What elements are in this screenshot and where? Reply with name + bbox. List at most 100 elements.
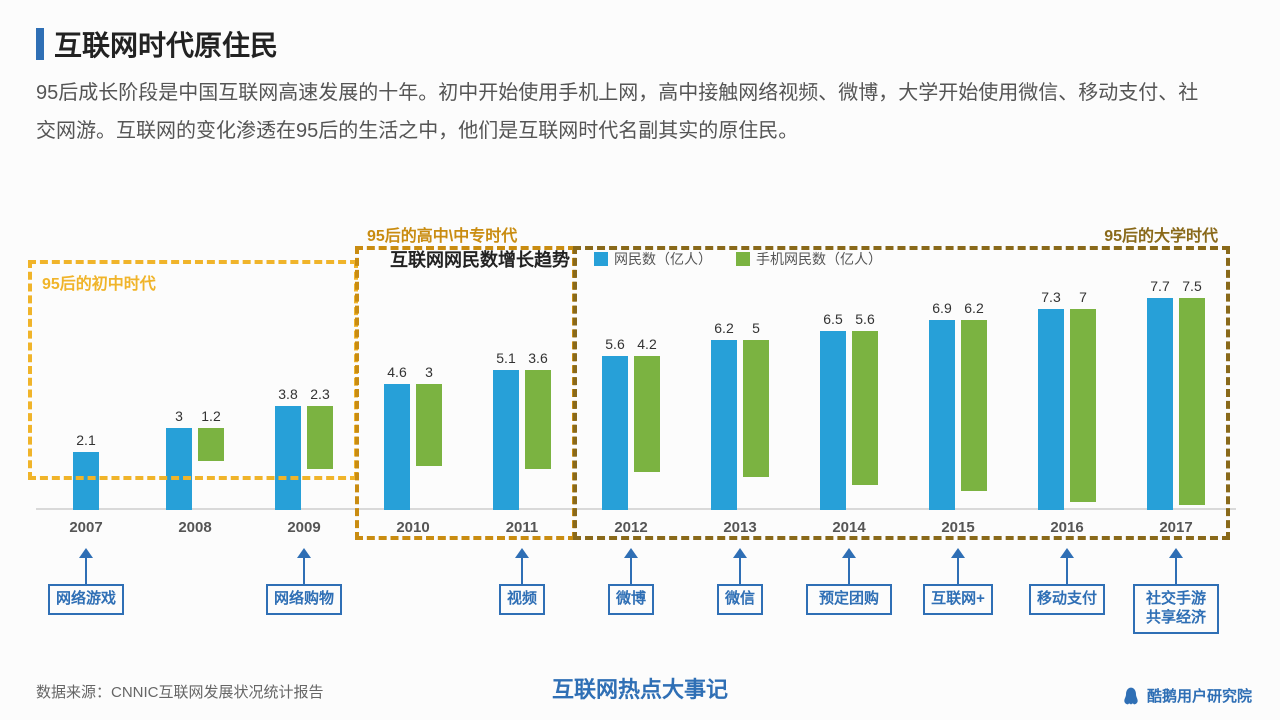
bar-group: 3.82.32009	[254, 406, 354, 511]
arrow-up-icon	[297, 548, 311, 558]
event-cell: 移动支付	[1017, 548, 1117, 615]
bar-group: 2.12007	[36, 452, 136, 510]
chart-plot-area: 2.1200731.220083.82.320094.6320105.13.62…	[36, 290, 1236, 510]
event-cell: 微博	[581, 548, 681, 615]
bar-value-label: 2.1	[76, 432, 95, 448]
bar-netizens: 3.8	[275, 406, 301, 511]
legend-mobile: 手机网民数（亿人）	[736, 249, 882, 269]
x-axis-label: 2007	[36, 519, 136, 536]
bar-group: 6.252013	[690, 340, 790, 511]
chart-title: 互联网网民数增长趋势	[390, 246, 570, 272]
bar-value-label: 4.6	[387, 364, 406, 380]
penguin-icon	[1121, 686, 1141, 706]
bar-group: 31.22008	[145, 428, 245, 511]
bar-mobile: 2.3	[307, 406, 333, 469]
bar-value-label: 5.6	[605, 336, 624, 352]
bar-value-label: 3.8	[278, 386, 297, 402]
event-cell: 社交手游共享经济	[1126, 548, 1226, 634]
event-badge: 预定团购	[806, 584, 892, 615]
arrow-up-icon	[951, 548, 965, 558]
bar-mobile: 1.2	[198, 428, 224, 461]
event-cell: 微信	[690, 548, 790, 615]
bar-mobile: 7.5	[1179, 298, 1205, 504]
bar-value-label: 1.2	[201, 408, 220, 424]
x-axis-label: 2014	[799, 519, 899, 536]
x-axis-label: 2017	[1126, 519, 1226, 536]
arrow-up-icon	[842, 548, 856, 558]
bar-value-label: 7.5	[1182, 278, 1201, 294]
bar-group: 6.55.62014	[799, 331, 899, 510]
bar-value-label: 5	[752, 320, 760, 336]
era-zone-label: 95后的大学时代	[1104, 222, 1218, 246]
bar-netizens: 3	[166, 428, 192, 511]
bar-value-label: 6.2	[964, 300, 983, 316]
page-description: 95后成长阶段是中国互联网高速发展的十年。初中开始使用手机上网，高中接触网络视频…	[36, 74, 1216, 150]
event-cell: 网络购物	[254, 548, 354, 615]
event-cell: 互联网+	[908, 548, 1008, 615]
arrow-line	[521, 558, 523, 584]
page-title: 互联网时代原住民	[54, 24, 278, 64]
event-cell: 视频	[472, 548, 572, 615]
bar-value-label: 4.2	[637, 336, 656, 352]
bar-netizens: 4.6	[384, 384, 410, 511]
event-badge: 网络购物	[266, 584, 342, 615]
bar-mobile: 3.6	[525, 370, 551, 469]
event-cell: 网络游戏	[36, 548, 136, 615]
bar-mobile: 3	[416, 384, 442, 467]
x-axis-label: 2011	[472, 519, 572, 536]
events-section-title: 互联网热点大事记	[552, 672, 728, 704]
arrow-line	[1066, 558, 1068, 584]
arrow-up-icon	[624, 548, 638, 558]
bar-group: 5.13.62011	[472, 370, 572, 510]
bar-netizens: 5.1	[493, 370, 519, 510]
bar-mobile: 5.6	[852, 331, 878, 485]
arrow-line	[85, 558, 87, 584]
event-badge: 微信	[717, 584, 763, 615]
bar-netizens: 6.5	[820, 331, 846, 510]
x-axis-label: 2009	[254, 519, 354, 536]
bar-netizens: 7.7	[1147, 298, 1173, 510]
legend-netizens: 网民数（亿人）	[594, 249, 712, 269]
bar-value-label: 7.3	[1041, 289, 1060, 305]
bar-netizens: 6.9	[929, 320, 955, 510]
bar-value-label: 5.6	[855, 311, 874, 327]
arrow-up-icon	[1169, 548, 1183, 558]
event-badge: 视频	[499, 584, 545, 615]
bar-value-label: 2.3	[310, 386, 329, 402]
arrow-line	[957, 558, 959, 584]
event-badge: 网络游戏	[48, 584, 124, 615]
event-badge: 微博	[608, 584, 654, 615]
event-cell: 预定团购	[799, 548, 899, 615]
bar-value-label: 7	[1079, 289, 1087, 305]
event-badge: 移动支付	[1029, 584, 1105, 615]
arrow-up-icon	[1060, 548, 1074, 558]
x-axis-label: 2013	[690, 519, 790, 536]
arrow-line	[303, 558, 305, 584]
bar-mobile: 4.2	[634, 356, 660, 472]
event-badge: 互联网+	[923, 584, 993, 615]
x-axis-label: 2012	[581, 519, 681, 536]
bar-group: 7.372016	[1017, 309, 1117, 510]
bar-group: 7.77.52017	[1126, 298, 1226, 510]
bar-value-label: 5.1	[496, 350, 515, 366]
bar-group: 5.64.22012	[581, 356, 681, 510]
bar-value-label: 6.9	[932, 300, 951, 316]
bar-mobile: 7	[1070, 309, 1096, 502]
x-axis-label: 2008	[145, 519, 245, 536]
brand-logo: 酷鹅用户研究院	[1121, 685, 1252, 706]
arrow-up-icon	[733, 548, 747, 558]
x-axis-label: 2016	[1017, 519, 1117, 536]
bar-value-label: 7.7	[1150, 278, 1169, 294]
bar-netizens: 5.6	[602, 356, 628, 510]
arrow-line	[630, 558, 632, 584]
arrow-up-icon	[515, 548, 529, 558]
bar-value-label: 6.5	[823, 311, 842, 327]
title-accent-bar	[36, 28, 44, 60]
arrow-line	[848, 558, 850, 584]
bar-value-label: 6.2	[714, 320, 733, 336]
arrow-line	[1175, 558, 1177, 584]
arrow-line	[739, 558, 741, 584]
x-axis-label: 2015	[908, 519, 1008, 536]
bar-mobile: 5	[743, 340, 769, 478]
bar-group: 6.96.22015	[908, 320, 1008, 510]
